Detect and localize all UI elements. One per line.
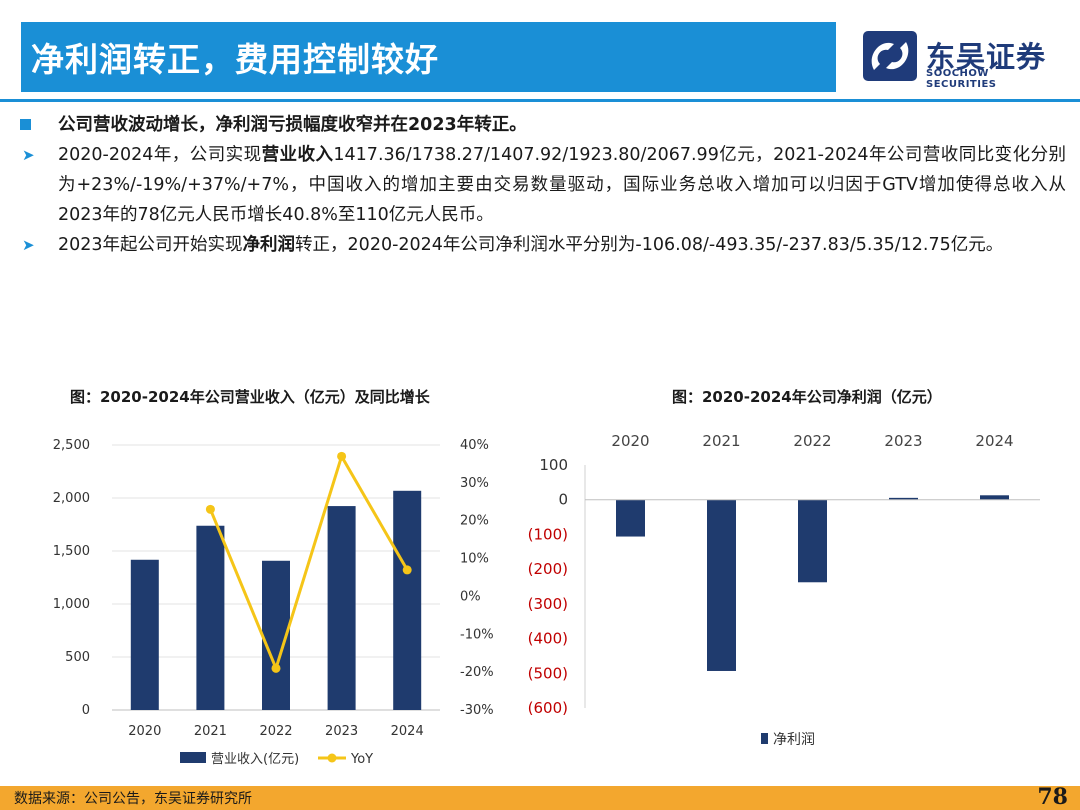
revenue-bar xyxy=(393,490,422,710)
y-tick-label: 0 xyxy=(82,703,90,718)
bullet-text: 2023年起公司开始实现净利润转正，2020-2024年公司净利润水平分别为-1… xyxy=(58,235,1004,255)
y2-tick-label: 10% xyxy=(460,552,489,567)
legend-label: YoY xyxy=(350,752,373,767)
title-bar: 净利润转正，费用控制较好 xyxy=(21,22,836,92)
yoy-point xyxy=(205,504,215,514)
net-profit-bar xyxy=(980,495,1009,500)
logo-icon xyxy=(863,31,917,81)
bullet-item: 公司营收波动增长，净利润亏损幅度收窄并在2023年转正。 xyxy=(16,110,1066,140)
page-number: 78 xyxy=(1037,784,1068,810)
bullet-lead: 公司营收波动增长，净利润亏损幅度收窄并在2023年转正。 xyxy=(58,115,527,135)
brand-logo: 东吴证券 SOOCHOW SECURITIES xyxy=(862,30,1062,90)
y-tick-label: (300) xyxy=(528,595,568,613)
net-profit-bar xyxy=(616,499,645,537)
x-tick-label: 2023 xyxy=(325,724,358,739)
y-tick-label: 100 xyxy=(539,456,568,474)
yoy-point xyxy=(402,565,412,575)
yoy-point xyxy=(337,451,347,461)
x-tick-label: 2022 xyxy=(259,724,292,739)
y-tick-label: (500) xyxy=(528,664,568,682)
legend-label: 营业收入(亿元) xyxy=(211,752,299,767)
legend-label: 净利润 xyxy=(773,732,815,748)
y-tick-label: 0 xyxy=(558,491,568,509)
net-profit-bar xyxy=(707,499,736,671)
profit-chart: 100 0 (100) (200) (300) (400) (500) (600) 2020 20… xyxy=(528,432,1040,748)
y-tick-label: (600) xyxy=(528,699,568,717)
header-divider xyxy=(0,99,1080,102)
x-tick-label: 2021 xyxy=(702,432,740,450)
page-title: 净利润转正，费用控制较好 xyxy=(31,40,439,79)
yoy-line xyxy=(209,452,409,673)
y-tick-label: 2,500 xyxy=(53,438,90,453)
legend-swatch-point xyxy=(327,753,337,763)
logo-text-en: SOOCHOW SECURITIES xyxy=(926,68,997,90)
revenue-bar xyxy=(130,559,159,710)
y-tick-label: (400) xyxy=(528,630,568,648)
y2-tick-label: -30% xyxy=(460,703,494,718)
y2-tick-label: -10% xyxy=(460,627,494,642)
x-tick-label: 2024 xyxy=(391,724,424,739)
y2-tick-label: -20% xyxy=(460,665,494,680)
footer-bar: 数据来源：公司公告，东吴证券研究所 78 xyxy=(0,784,1080,810)
bullet-text: 2020-2024年，公司实现营业收入1417.36/1738.27/1407.… xyxy=(58,145,1067,225)
y2-tick-label: 20% xyxy=(460,514,489,529)
x-tick-label: 2021 xyxy=(194,724,227,739)
y-tick-label: 2,000 xyxy=(53,491,90,506)
x-tick-label: 2024 xyxy=(975,432,1013,450)
bullet-item: ➤ 2020-2024年，公司实现营业收入1417.36/1738.27/140… xyxy=(16,140,1066,230)
y-tick-label: 1,000 xyxy=(53,597,90,612)
bullet-item: ➤ 2023年起公司开始实现净利润转正，2020-2024年公司净利润水平分别为… xyxy=(16,230,1066,260)
logo-text-cn: 东吴证券 xyxy=(926,40,1047,74)
x-tick-label: 2022 xyxy=(793,432,831,450)
x-tick-label: 2020 xyxy=(128,724,161,739)
y-tick-label: 1,500 xyxy=(53,544,90,559)
data-source: 数据来源：公司公告，东吴证券研究所 xyxy=(14,791,252,807)
yoy-point xyxy=(271,663,281,673)
bullet-list: 公司营收波动增长，净利润亏损幅度收窄并在2023年转正。 ➤ 2020-2024… xyxy=(16,110,1066,260)
legend-swatch-bar xyxy=(761,733,768,744)
x-tick-label: 2020 xyxy=(611,432,649,450)
y-tick-label: (200) xyxy=(528,560,568,578)
arrow-bullet-icon: ➤ xyxy=(22,146,35,164)
y2-tick-label: 30% xyxy=(460,476,489,491)
y-tick-label: 500 xyxy=(65,650,90,665)
revenue-chart-title: 图：2020-2024年公司营业收入（亿元）及同比增长 xyxy=(70,388,430,406)
square-bullet-icon xyxy=(20,119,31,130)
net-profit-bar xyxy=(889,497,918,500)
net-profit-bar xyxy=(798,499,827,583)
profit-chart-title: 图：2020-2024年公司净利润（亿元） xyxy=(672,388,942,406)
legend-swatch-bar xyxy=(180,752,206,763)
y-tick-label: (100) xyxy=(528,525,568,543)
revenue-bar xyxy=(196,525,225,710)
revenue-chart: 0 500 1,000 1,500 2,000 2,500 -30% -20% -10% 0% 10… xyxy=(53,438,494,767)
arrow-bullet-icon: ➤ xyxy=(22,236,35,254)
y2-tick-label: 40% xyxy=(460,438,489,453)
revenue-bar xyxy=(327,506,356,710)
x-tick-label: 2023 xyxy=(884,432,922,450)
y2-tick-label: 0% xyxy=(460,589,481,604)
